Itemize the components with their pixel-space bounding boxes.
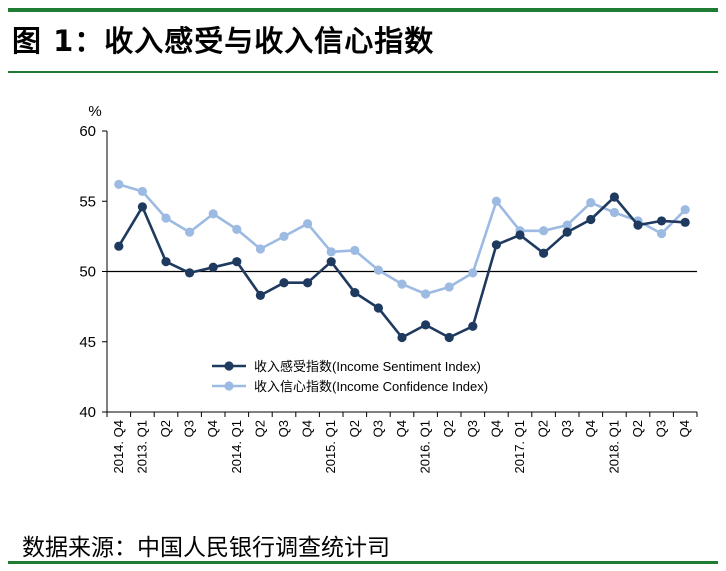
- confidence-data-point: [208, 209, 218, 219]
- confidence-data-point: [444, 282, 454, 292]
- x-tick-label: Q2: [441, 420, 456, 437]
- y-tick-label: 50: [79, 264, 96, 281]
- x-tick-label: Q2: [347, 420, 362, 437]
- sentiment-data-point: [350, 287, 360, 298]
- y-axis-unit: %: [88, 103, 101, 120]
- bottom-rule: [8, 561, 718, 564]
- confidence-data-point: [373, 265, 383, 275]
- sentiment-data-point: [373, 303, 383, 313]
- x-tick-label: Q2: [630, 420, 645, 437]
- sentiment-data-point: [397, 332, 407, 343]
- x-tick-label: Q3: [559, 420, 574, 437]
- plot-area: 40 45 50 55 60% 2014. Q4 2013. Q1 Q2 Q3 Q4 2014. Q…: [79, 103, 698, 474]
- confidence-series-line: [118, 183, 687, 296]
- confidence-data-point: [468, 268, 478, 278]
- sentiment-data-point: [468, 321, 478, 331]
- legend-marker: [224, 381, 234, 391]
- confidence-data-point: [303, 219, 313, 229]
- sentiment-data-point: [185, 268, 195, 278]
- sentiment-data-point: [232, 257, 242, 267]
- sentiment-data-point: [680, 217, 690, 227]
- y-tick-label: 45: [79, 334, 96, 351]
- sentiment-data-point: [303, 278, 313, 288]
- confidence-data-point: [279, 231, 289, 241]
- sentiment-data-point: [609, 192, 620, 202]
- line-chart: 40 45 50 55 60% 2014. Q4 2013. Q1 Q2 Q3 Q4 2014. Q…: [79, 103, 698, 474]
- sentiment-data-point: [633, 220, 643, 230]
- y-tick-label: 60: [79, 123, 96, 140]
- data-source: 数据来源：中国人民银行调查统计司: [22, 535, 390, 561]
- y-tick-label: 40: [79, 404, 96, 421]
- y-tick-label: 55: [79, 193, 96, 210]
- confidence-data-point: [680, 205, 690, 215]
- confidence-data-point: [586, 198, 596, 208]
- sentiment-data-point: [421, 320, 431, 330]
- sentiment-series-line: [117, 195, 686, 339]
- x-tick-label: Q4: [488, 420, 503, 437]
- x-tick-label: Q4: [583, 420, 598, 437]
- x-tick-label: Q3: [654, 420, 669, 437]
- x-tick-label: 2018. Q1: [606, 420, 621, 474]
- x-tick-label: 2013. Q1: [134, 420, 149, 474]
- x-tick-label: Q4: [205, 420, 220, 437]
- top-rule: [8, 8, 718, 12]
- confidence-data-point: [421, 289, 431, 299]
- sentiment-data-point: [562, 227, 572, 237]
- legend-marker: [224, 361, 234, 371]
- confidence-data-point: [657, 228, 667, 239]
- x-tick-label: Q2: [536, 420, 551, 437]
- x-tick-label: Q3: [465, 420, 480, 437]
- x-tick-label: Q3: [370, 420, 385, 437]
- confidence-data-point: [161, 213, 171, 223]
- x-tick-label: Q4: [394, 420, 409, 437]
- sentiment-data-point: [255, 290, 265, 300]
- x-tick-label: 2016. Q1: [418, 420, 433, 474]
- confidence-data-point: [539, 226, 549, 236]
- x-tick-label: 2014. Q1: [229, 420, 244, 474]
- sentiment-data-point: [657, 216, 667, 226]
- x-tick-label: Q4: [300, 420, 315, 437]
- sentiment-data-point: [208, 262, 218, 272]
- confidence-data-point: [232, 224, 242, 234]
- figure-title: 图 1：收入感受与收入信心指数: [12, 24, 435, 58]
- sentiment-data-point: [444, 332, 454, 343]
- confidence-data-point: [137, 186, 147, 197]
- confidence-data-point: [397, 279, 407, 289]
- sentiment-data-point: [114, 241, 124, 251]
- sentiment-data-point: [161, 257, 171, 267]
- sentiment-data-point: [137, 202, 147, 212]
- sentiment-data-point: [326, 257, 336, 267]
- x-tick-label: 2014. Q4: [111, 420, 126, 474]
- confidence-data-point: [114, 179, 124, 189]
- confidence-data-point: [491, 196, 501, 206]
- sentiment-data-point: [586, 214, 596, 225]
- confidence-data-point: [609, 207, 620, 218]
- sentiment-data-point: [279, 278, 289, 288]
- x-tick-label: Q3: [182, 420, 197, 437]
- confidence-data-point: [562, 220, 572, 230]
- x-tick-label: 2015. Q1: [323, 420, 338, 474]
- confidence-data-point: [350, 245, 360, 256]
- x-tick-label: Q4: [677, 420, 692, 437]
- legend-label: 收入感受指数(Income Sentiment Index): [254, 359, 481, 374]
- x-tick-label: Q2: [158, 420, 173, 437]
- sentiment-data-point: [491, 240, 501, 250]
- sentiment-data-point: [539, 248, 549, 258]
- confidence-data-point: [326, 247, 336, 257]
- confidence-data-point: [185, 227, 195, 237]
- sentiment-data-point: [515, 230, 525, 240]
- legend-label: 收入信心指数(Income Confidence Index): [254, 379, 488, 394]
- x-tick-label: Q2: [252, 420, 267, 437]
- x-tick-label: 2017. Q1: [512, 420, 527, 474]
- title-rule: [8, 71, 718, 73]
- confidence-data-point: [255, 244, 265, 254]
- x-tick-label: Q3: [276, 420, 291, 437]
